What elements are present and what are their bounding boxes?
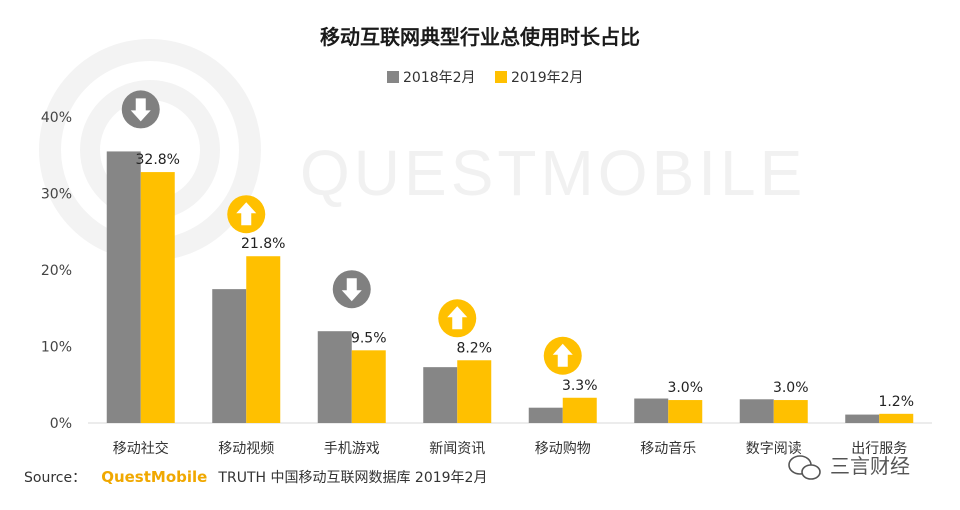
y-tick-label: 0%: [50, 416, 72, 432]
bar-2018: [528, 407, 563, 423]
bar-2018: [106, 151, 141, 424]
data-label: 1.2%: [878, 394, 914, 410]
legend-label-2018: 2018年2月: [403, 70, 476, 86]
x-tick-label: 移动视频: [218, 441, 274, 457]
bar-2019: [457, 360, 492, 423]
bar-2019: [773, 400, 808, 423]
bar-2018: [634, 398, 669, 423]
data-label: 9.5%: [351, 330, 387, 346]
bar-2019: [879, 413, 914, 423]
legend: 2018年2月 2019年2月: [387, 70, 584, 86]
arrow-up-icon: [543, 336, 582, 375]
x-tick-label: 移动音乐: [640, 440, 696, 457]
data-label: 8.2%: [456, 340, 492, 356]
x-tick-label: 移动社交: [113, 440, 169, 457]
signature-text: 三言财经: [830, 454, 910, 478]
bar-2019: [668, 400, 703, 423]
x-tick-label: 手机游戏: [324, 441, 380, 457]
bars: [106, 151, 914, 424]
bar-2019: [562, 397, 597, 423]
chart-title: 移动互联网典型行业总使用时长占比: [320, 25, 640, 49]
wechat-icon: [788, 455, 821, 480]
bar-2018: [212, 289, 247, 423]
bar-2019: [246, 256, 281, 423]
labels: 32.8% 移动社交 21.8% 移动视频 9.5% 手机游戏 8.2% 新闻资讯 3.3% 移动…: [113, 152, 914, 457]
data-label: 3.0%: [773, 380, 809, 396]
bar-2018: [739, 399, 774, 423]
arrow-up-icon: [438, 299, 477, 338]
x-tick-label: 移动购物: [535, 441, 591, 457]
x-tick-label: 新闻资讯: [429, 441, 485, 457]
y-tick-label: 20%: [41, 263, 72, 279]
legend-label-2019: 2019年2月: [511, 70, 584, 86]
source-line: Source： QuestMobile TRUTH 中国移动互联网数据库 201…: [24, 467, 487, 486]
bar-2018: [845, 414, 880, 423]
x-tick-label: 数字阅读: [746, 440, 802, 457]
watermark-text: QUESTMOBILE: [300, 137, 806, 209]
arrow-down-icon: [332, 270, 371, 309]
arrow-down-icon: [121, 90, 160, 129]
legend-swatch-2019: [495, 71, 507, 83]
bar-2019: [351, 350, 386, 423]
y-tick-label: 10%: [41, 340, 72, 356]
legend-swatch-2018: [387, 71, 399, 83]
bar-2018: [317, 331, 352, 423]
source-text: TRUTH 中国移动互联网数据库 2019年2月: [217, 470, 487, 486]
bar-2018: [423, 367, 458, 423]
arrow-up-icon: [227, 195, 266, 234]
bar-2019: [140, 172, 175, 423]
data-label: 21.8%: [241, 236, 285, 252]
data-label: 3.0%: [667, 380, 703, 396]
y-tick-label: 30%: [41, 187, 72, 203]
x-tick-label: 出行服务: [851, 441, 907, 457]
source-brand: QuestMobile: [101, 468, 207, 486]
y-tick-label: 40%: [41, 110, 72, 126]
trend-icons: [121, 90, 582, 375]
data-label: 32.8%: [136, 152, 180, 168]
signature: 三言财经: [788, 454, 910, 480]
data-label: 3.3%: [562, 378, 598, 394]
source-prefix: Source：: [24, 470, 86, 486]
